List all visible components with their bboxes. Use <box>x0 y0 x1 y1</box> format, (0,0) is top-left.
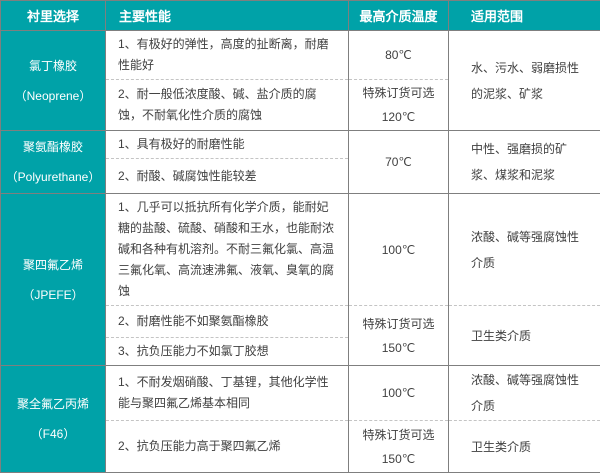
header-main-performance: 主要性能 <box>106 1 349 31</box>
material-name: 聚全氟乙丙烯 <box>2 389 104 419</box>
material-name: 聚四氟乙烯 <box>2 250 104 280</box>
table-row: 聚全氟乙丙烯 （F46） 1、不耐发烟硝酸、丁基锂，其他化学性能与聚四氟乙烯基本… <box>1 366 600 421</box>
performance-cell: 1、有极好的弹性，高度的扯断离，耐磨性能好 <box>106 31 349 80</box>
material-alias: （JPEFE） <box>2 280 104 310</box>
header-row: 衬里选择 主要性能 最高介质温度 适用范围 <box>1 1 600 31</box>
performance-cell: 2、耐酸、碱腐蚀性能较差 <box>106 159 349 194</box>
table-row: 聚四氟乙烯 （JPEFE） 1、几乎可以抵抗所有化学介质，能耐妃糖的盐酸、硫酸、… <box>1 194 600 306</box>
temperature-cell: 70℃ <box>349 131 449 194</box>
material-cell-neoprene: 氯丁橡胶 （Neoprene） <box>1 31 106 131</box>
lining-selection-page: 衬里选择 主要性能 最高介质温度 适用范围 氯丁橡胶 （Neoprene） 1、… <box>0 0 600 427</box>
material-alias: （Polyurethane） <box>2 162 104 192</box>
material-cell-f46: 聚全氟乙丙烯 （F46） <box>1 366 106 473</box>
performance-cell: 1、不耐发烟硝酸、丁基锂，其他化学性能与聚四氟乙烯基本相同 <box>106 366 349 421</box>
temperature-cell: 100℃ <box>349 366 449 421</box>
temperature-cell: 特殊订货可选 150℃ <box>349 306 449 366</box>
performance-cell: 2、耐一般低浓度酸、碱、盐介质的腐蚀，不耐氧化性介质的腐蚀 <box>106 80 349 131</box>
temperature-cell: 特殊订货可选 150℃ <box>349 421 449 473</box>
table-row: 氯丁橡胶 （Neoprene） 1、有极好的弹性，高度的扯断离，耐磨性能好 80… <box>1 31 600 80</box>
range-cell: 浓酸、碱等强腐蚀性介质 <box>449 366 600 421</box>
table-row: 聚氨酯橡胶 （Polyurethane） 1、具有极好的耐磨性能 70℃ 中性、… <box>1 131 600 159</box>
material-name: 氯丁橡胶 <box>2 51 104 81</box>
temperature-cell: 80℃ <box>349 31 449 80</box>
temperature-cell: 100℃ <box>349 194 449 306</box>
performance-cell: 3、抗负压能力不如氯丁胶想 <box>106 338 349 366</box>
performance-cell: 2、耐磨性能不如聚氨酯橡胶 <box>106 306 349 338</box>
header-lining-selection: 衬里选择 <box>1 1 106 31</box>
range-cell: 中性、强磨损的矿浆、煤浆和泥浆 <box>449 131 600 194</box>
performance-cell: 1、几乎可以抵抗所有化学介质，能耐妃糖的盐酸、硫酸、硝酸和王水，也能耐浓碱和各种… <box>106 194 349 306</box>
material-alias: （F46） <box>2 419 104 449</box>
range-cell: 卫生类介质 <box>449 306 600 366</box>
performance-cell: 2、抗负压能力高于聚四氟乙烯 <box>106 421 349 473</box>
temperature-cell: 特殊订货可选 120℃ <box>349 80 449 131</box>
material-alias: （Neoprene） <box>2 81 104 111</box>
material-cell-ptfe: 聚四氟乙烯 （JPEFE） <box>1 194 106 366</box>
material-name: 聚氨酯橡胶 <box>2 132 104 162</box>
range-cell: 水、污水、弱磨损性的泥浆、矿浆 <box>449 31 600 131</box>
header-applicable-range: 适用范围 <box>449 1 600 31</box>
range-cell: 卫生类介质 <box>449 421 600 473</box>
range-cell: 浓酸、碱等强腐蚀性介质 <box>449 194 600 306</box>
performance-cell: 1、具有极好的耐磨性能 <box>106 131 349 159</box>
material-cell-polyurethane: 聚氨酯橡胶 （Polyurethane） <box>1 131 106 194</box>
header-max-medium-temperature: 最高介质温度 <box>349 1 449 31</box>
